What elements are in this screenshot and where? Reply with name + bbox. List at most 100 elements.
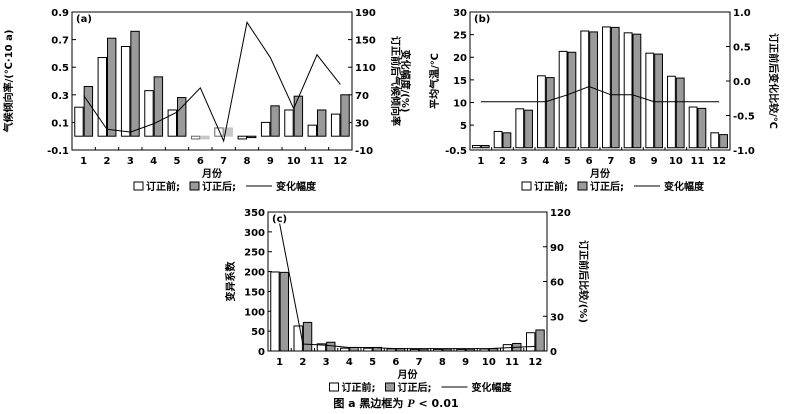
bar-before	[293, 325, 303, 352]
legend: 订正前; 订正后; 变化幅度	[329, 381, 512, 394]
bar-after	[107, 37, 117, 137]
bar-before	[433, 348, 443, 352]
bar-after	[697, 107, 707, 149]
bar-before	[386, 348, 396, 352]
y-tick-label: 350	[244, 208, 265, 219]
y2-tick-label: 150	[355, 36, 376, 47]
x-tick-label: 6	[586, 156, 593, 167]
bar-after	[589, 31, 598, 149]
x-axis-label: 月份	[589, 167, 611, 180]
change-line	[480, 85, 720, 103]
y2-tick-label: 110	[355, 63, 376, 74]
x-tick-label: 8	[629, 156, 636, 167]
y-tick-label: 25	[453, 31, 467, 42]
y-tick-label: 30	[453, 8, 467, 19]
y2-tick-label: 90	[550, 243, 564, 254]
bar-after	[317, 109, 327, 137]
y2-tick-label: -0.5	[733, 112, 755, 123]
legend-label-before: 订正前;	[342, 381, 376, 394]
bar-after	[442, 348, 452, 352]
y-tick-label: 0.1	[51, 118, 69, 129]
bar-before	[479, 348, 489, 352]
legend-label-line: 变化幅度	[664, 180, 705, 193]
y-tick-label: 150	[244, 287, 265, 298]
x-tick-label: 7	[607, 156, 614, 167]
x-tick-label: 1	[477, 156, 484, 167]
bar-after	[200, 135, 210, 140]
bar-before	[558, 50, 568, 149]
legend-swatch-after	[385, 382, 395, 392]
x-tick-label: 5	[564, 156, 571, 167]
bar-after	[502, 132, 512, 149]
y-tick-label: 200	[244, 268, 265, 279]
x-tick-label: 1	[80, 156, 87, 167]
y-tick-label: 0.5	[51, 63, 69, 74]
legend-swatch-after	[189, 181, 200, 191]
y-tick-label: 50	[251, 327, 265, 338]
x-tick-label: 11	[310, 156, 324, 167]
bar-after	[177, 97, 187, 137]
y2-axis-label: 订正前后气候倾向率	[389, 36, 402, 126]
bar-before	[409, 348, 420, 352]
x-tick-label: 7	[416, 357, 423, 368]
figure-caption: 图 a 黑边框为 P < 0.01	[0, 396, 792, 411]
bar-before	[260, 121, 271, 137]
bar-before	[190, 135, 201, 140]
x-tick-label: 4	[542, 156, 549, 167]
bar-before	[688, 106, 698, 149]
bar-after	[247, 135, 257, 139]
y-tick-label: 0.7	[51, 36, 69, 47]
x-tick-label: 12	[333, 156, 347, 167]
x-tick-label: 4	[150, 156, 157, 167]
legend-swatch-after	[577, 181, 588, 191]
y2-axis-label: 订正前后变化比较/℃	[767, 33, 780, 129]
y2-tick-label: -10	[355, 146, 373, 157]
bar-before	[363, 347, 373, 352]
x-tick-label: 12	[712, 156, 726, 167]
x-tick-label: 5	[369, 357, 376, 368]
x-tick-label: 6	[197, 156, 204, 167]
x-tick-label: 3	[127, 156, 134, 167]
caption-suffix: < 0.01	[418, 397, 459, 410]
bar-before	[330, 113, 341, 137]
change-line	[83, 21, 341, 143]
x-tick-label: 3	[323, 357, 330, 368]
bar-after	[279, 271, 289, 352]
legend-swatch-before	[329, 382, 339, 392]
y2-tick-label: 30	[355, 118, 369, 129]
bar-before	[623, 32, 633, 149]
y2-axis-label: 变化幅度/(%)	[399, 50, 412, 113]
bar-before	[237, 135, 248, 140]
y-axis-label: 变异系数	[224, 261, 237, 302]
bar-after	[465, 348, 475, 352]
bar-after	[302, 321, 313, 352]
bar-after	[567, 51, 577, 149]
bar-after	[535, 329, 545, 352]
y2-tick-label: -1.0	[733, 146, 755, 157]
x-axis-label: 月份	[201, 167, 223, 180]
bar-before	[515, 108, 525, 149]
x-tick-label: 9	[462, 357, 469, 368]
bar-before	[710, 132, 720, 149]
bar-before	[97, 57, 107, 137]
bar-before	[144, 90, 154, 137]
bar-after	[340, 94, 350, 137]
legend: 订正前; 订正后; 变化幅度	[521, 180, 705, 193]
bar-before	[120, 46, 131, 137]
x-tick-label: 10	[287, 156, 301, 167]
bar-before	[667, 75, 676, 149]
bar-after	[524, 109, 533, 149]
bar-after	[610, 26, 620, 149]
x-axis-label: 月份	[397, 368, 419, 381]
x-tick-label: 9	[651, 156, 658, 167]
y2-tick-label: 70	[355, 91, 369, 102]
panel-label: (c)	[272, 214, 287, 225]
bar-before	[167, 109, 178, 137]
x-tick-label: 2	[299, 357, 306, 368]
x-tick-label: 6	[392, 357, 399, 368]
bar-before	[270, 271, 280, 352]
y2-tick-label: 30	[550, 312, 564, 323]
